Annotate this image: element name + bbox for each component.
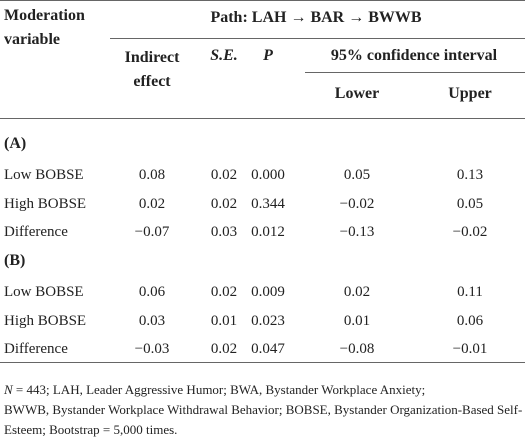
header-path: Path: LAH → BAR → BWWB [210, 9, 422, 26]
cell: 0.000 [251, 167, 285, 183]
header-ci: 95% confidence interval [330, 47, 498, 64]
row-label: Low BOBSE [4, 284, 84, 300]
header-upper: Upper [448, 85, 492, 102]
cell: 0.02 [343, 284, 371, 300]
rule [110, 38, 525, 39]
cell: 0.06 [456, 312, 484, 329]
row-label: Low BOBSE [4, 167, 84, 183]
section-label: (A) [4, 135, 27, 152]
cell: 0.02 [138, 195, 166, 212]
cell: 0.05 [456, 195, 484, 212]
footnote-line: N = 443; LAH, Leader Aggressive Humor; B… [4, 380, 425, 400]
cell: 0.023 [251, 312, 285, 329]
cell: 0.344 [251, 195, 285, 212]
cell: −0.03 [134, 341, 170, 357]
cell: 0.047 [251, 341, 285, 357]
cell: 0.08 [138, 167, 166, 183]
header-moderation: Moderation variable [4, 7, 85, 48]
cell: 0.02 [210, 284, 238, 300]
cell: −0.01 [452, 341, 488, 357]
cell: −0.07 [134, 224, 170, 240]
cell: 0.03 [210, 224, 238, 240]
rule [0, 118, 525, 119]
header-lower: Lower [334, 85, 380, 102]
row-label: Difference [4, 224, 68, 240]
cell: 0.01 [210, 312, 238, 329]
row-label: High BOBSE [4, 312, 87, 329]
cell: 0.012 [251, 224, 285, 240]
footnote-text: = 443; LAH, Leader Aggressive Humor; BWA… [12, 382, 426, 397]
cell: 0.02 [210, 195, 238, 212]
cell: −0.02 [452, 224, 488, 240]
cell: 0.13 [456, 167, 484, 183]
rule [305, 72, 525, 73]
cell: 0.11 [457, 284, 483, 300]
footnote-n: N [4, 382, 13, 397]
rule [0, 0, 525, 1]
footnote-line: BWWB, Bystander Workplace Withdrawal Beh… [4, 402, 523, 417]
cell: 0.03 [138, 312, 166, 329]
cell: 0.02 [210, 341, 238, 357]
footnote-line: Esteem; Bootstrap = 5,000 times. [4, 422, 178, 437]
cell: 0.06 [138, 284, 166, 300]
cell: 0.01 [343, 312, 371, 329]
cell: 0.02 [210, 167, 238, 183]
header-indirect: Indirect effect [124, 49, 180, 90]
cell: −0.02 [339, 195, 375, 212]
cell: 0.05 [343, 167, 371, 183]
cell: −0.08 [339, 341, 375, 357]
row-label: High BOBSE [4, 195, 87, 212]
header-p: P [263, 47, 273, 64]
cell: 0.009 [251, 284, 285, 300]
cell: −0.13 [339, 224, 375, 240]
rule [0, 362, 525, 363]
header-se: S.E. [210, 47, 238, 64]
row-label: Difference [4, 341, 68, 357]
section-label: (B) [4, 252, 26, 269]
